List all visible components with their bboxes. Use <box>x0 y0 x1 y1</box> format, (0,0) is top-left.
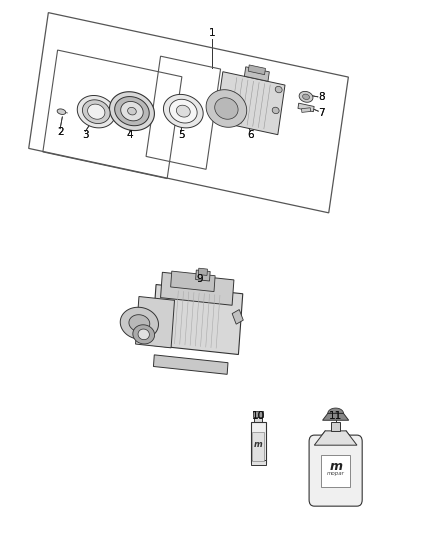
Polygon shape <box>299 91 313 102</box>
Text: 1: 1 <box>209 28 216 38</box>
Polygon shape <box>163 94 203 128</box>
Text: 9: 9 <box>196 273 203 284</box>
Polygon shape <box>110 92 155 131</box>
Polygon shape <box>272 107 279 114</box>
Text: 5: 5 <box>178 130 184 140</box>
Text: 3: 3 <box>82 130 89 140</box>
Polygon shape <box>177 105 190 117</box>
Polygon shape <box>171 271 215 292</box>
Polygon shape <box>244 67 269 81</box>
Text: 4: 4 <box>127 130 133 140</box>
Text: 5: 5 <box>178 130 184 140</box>
Text: 6: 6 <box>247 130 254 140</box>
Polygon shape <box>331 422 340 431</box>
Text: mopar: mopar <box>327 471 345 477</box>
Text: 8: 8 <box>318 92 325 102</box>
Polygon shape <box>121 101 143 121</box>
Polygon shape <box>314 431 357 445</box>
Polygon shape <box>328 408 343 414</box>
Polygon shape <box>198 268 208 276</box>
Text: 2: 2 <box>57 127 64 137</box>
Text: 6: 6 <box>247 130 254 140</box>
Polygon shape <box>133 325 155 344</box>
Polygon shape <box>161 272 234 305</box>
Polygon shape <box>251 422 265 463</box>
Text: 11: 11 <box>329 411 342 421</box>
Text: 10: 10 <box>251 411 265 421</box>
Text: 2: 2 <box>57 127 64 137</box>
Polygon shape <box>253 411 263 417</box>
Polygon shape <box>82 100 110 124</box>
Polygon shape <box>206 90 247 127</box>
Polygon shape <box>153 355 228 374</box>
Polygon shape <box>120 307 159 339</box>
Polygon shape <box>196 270 210 281</box>
Polygon shape <box>298 103 314 112</box>
Polygon shape <box>232 310 243 324</box>
Polygon shape <box>303 94 310 100</box>
Polygon shape <box>129 314 150 332</box>
Text: m: m <box>254 440 262 449</box>
Polygon shape <box>322 414 349 420</box>
Polygon shape <box>275 86 282 93</box>
Polygon shape <box>88 104 105 119</box>
Polygon shape <box>215 72 285 135</box>
Polygon shape <box>321 455 350 487</box>
Text: 10: 10 <box>251 411 265 421</box>
Text: 7: 7 <box>318 108 325 118</box>
Polygon shape <box>115 96 149 126</box>
Text: 7: 7 <box>318 108 325 118</box>
Text: 11: 11 <box>329 411 342 421</box>
Polygon shape <box>252 432 264 462</box>
Polygon shape <box>251 460 265 465</box>
Text: 8: 8 <box>318 92 325 102</box>
Text: 4: 4 <box>127 130 133 140</box>
Polygon shape <box>127 107 136 115</box>
Polygon shape <box>302 108 311 112</box>
Polygon shape <box>57 109 66 115</box>
Text: m: m <box>329 460 342 473</box>
Polygon shape <box>152 285 243 354</box>
Polygon shape <box>135 296 174 348</box>
Text: 9: 9 <box>196 273 203 284</box>
Polygon shape <box>254 416 262 423</box>
Polygon shape <box>77 95 115 128</box>
Polygon shape <box>215 98 238 119</box>
Text: 1: 1 <box>209 28 216 38</box>
Polygon shape <box>138 329 149 340</box>
Polygon shape <box>170 99 197 123</box>
Polygon shape <box>248 65 265 75</box>
Text: 3: 3 <box>82 130 89 140</box>
FancyBboxPatch shape <box>309 435 362 506</box>
